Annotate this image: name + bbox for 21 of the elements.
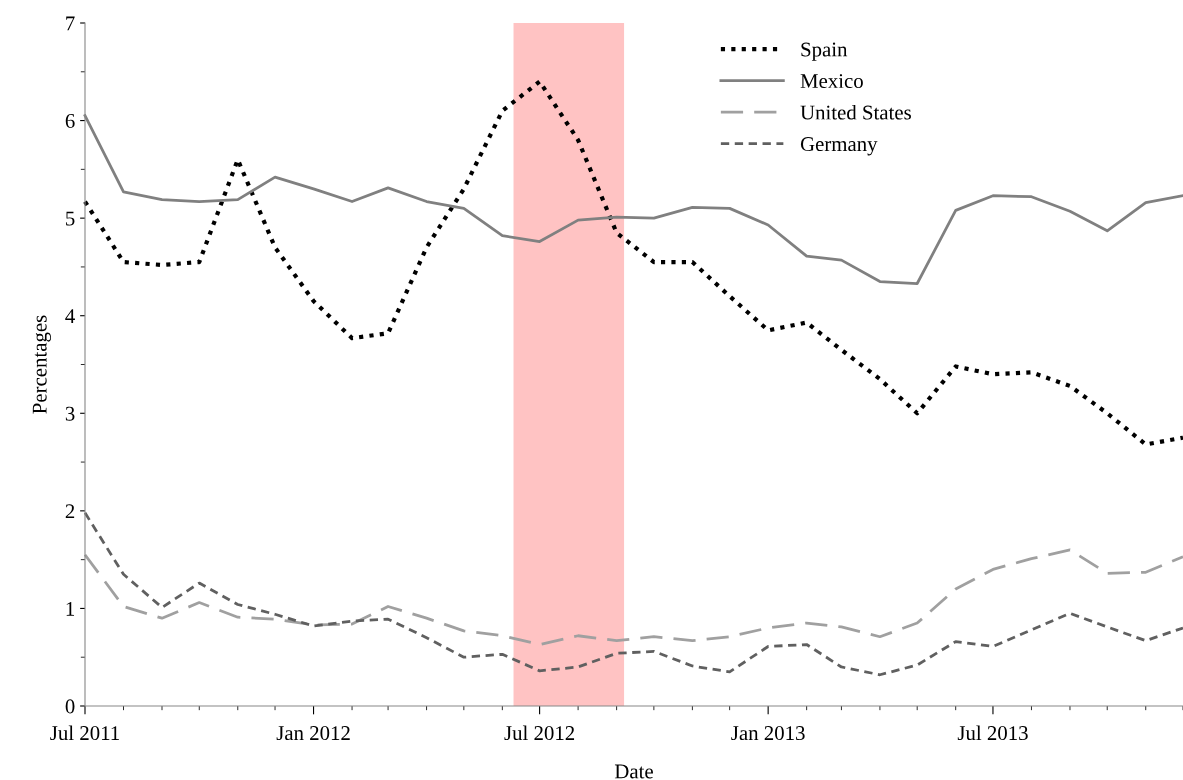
line-series: [83, 548, 1183, 646]
y-tick-label: 2: [65, 504, 75, 519]
legend-label: United States: [800, 104, 911, 120]
x-axis-title: Date: [614, 764, 653, 779]
legend-label: Spain: [801, 42, 848, 61]
x-tick-label: Jan 2013: [731, 726, 805, 741]
y-tick-label: 0: [65, 699, 75, 714]
x-tick-label: Jan 2012: [276, 726, 350, 741]
legend-label: Mexico: [800, 74, 863, 89]
line-series: [83, 511, 1183, 677]
y-tick-label: 3: [65, 406, 75, 421]
y-tick-label: 1: [66, 601, 75, 616]
y-tick-label: 4: [65, 309, 75, 323]
x-tick-label: Jul 2013: [957, 725, 1028, 741]
x-tick-label: Jul 2012: [504, 725, 575, 741]
legend-label: Germany: [800, 137, 878, 156]
y-tick-label: 7: [66, 16, 75, 31]
y-tick-label: 6: [65, 114, 75, 128]
y-tick-label: 5: [66, 211, 75, 226]
y-axis-title: Percentages: [32, 315, 51, 414]
x-tick-label: Jul 2011: [50, 725, 119, 741]
